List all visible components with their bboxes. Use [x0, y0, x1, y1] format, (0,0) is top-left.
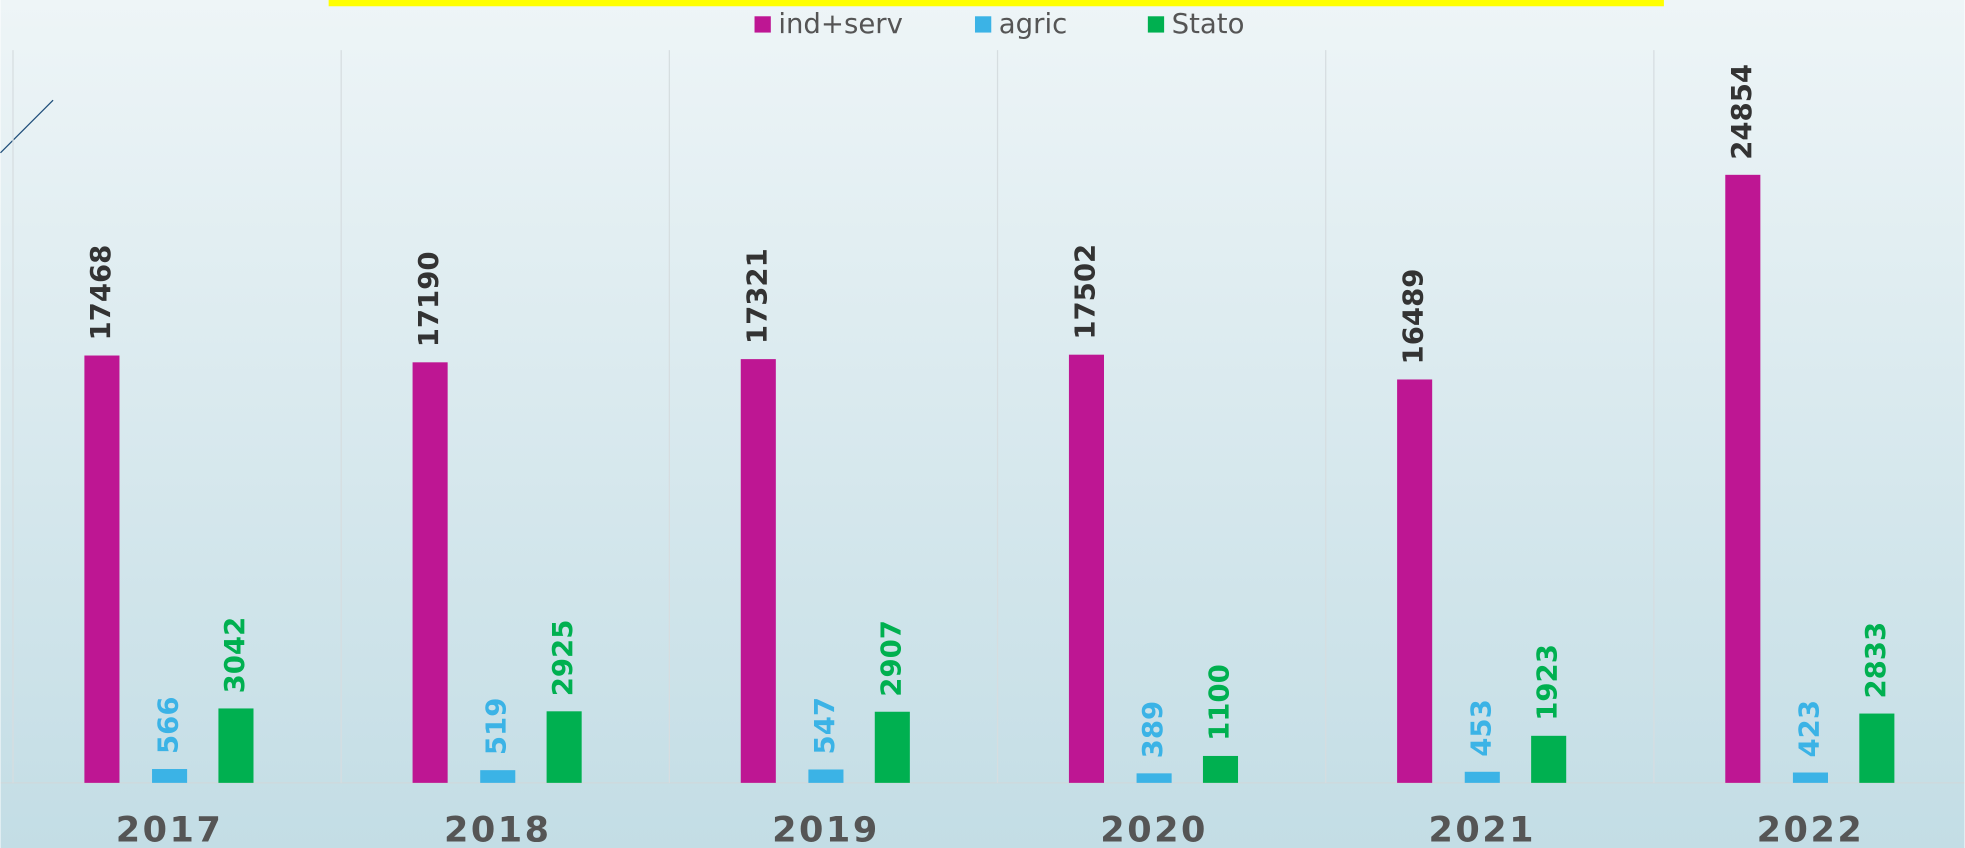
bar	[1397, 379, 1433, 783]
bar	[1859, 713, 1895, 783]
bar	[412, 362, 448, 783]
bar	[218, 708, 254, 783]
data-label: 1100	[1203, 664, 1235, 741]
data-label: 1923	[1532, 644, 1564, 721]
x-tick-label: 2017	[116, 810, 224, 848]
data-label: 519	[481, 698, 513, 756]
x-tick-label: 2022	[1757, 810, 1865, 848]
data-label: 17502	[1069, 244, 1101, 340]
legend-swatch	[754, 16, 771, 33]
data-label: 17468	[85, 245, 117, 341]
data-label: 389	[1137, 701, 1169, 759]
data-label: 2925	[547, 620, 579, 697]
bar	[1531, 735, 1567, 783]
bar	[808, 769, 844, 783]
data-label: 566	[153, 696, 185, 754]
data-label: 2907	[875, 620, 907, 697]
legend-label: agric	[999, 8, 1067, 40]
legend-label: Stato	[1172, 8, 1245, 40]
data-label: 17190	[413, 251, 445, 347]
bar	[1792, 772, 1828, 783]
bar	[740, 359, 776, 783]
x-tick-label: 2020	[1100, 810, 1208, 848]
bar	[1068, 354, 1105, 783]
x-tick-label: 2019	[772, 810, 880, 848]
x-tick-label: 2021	[1428, 810, 1536, 848]
legend-swatch	[974, 16, 992, 33]
bar	[84, 355, 120, 783]
bar	[152, 769, 188, 783]
data-label: 16489	[1398, 269, 1430, 365]
data-label: 423	[1793, 700, 1825, 758]
legend-swatch	[1147, 16, 1165, 33]
bar	[874, 711, 910, 783]
x-tick-label: 2018	[444, 810, 552, 848]
bar	[546, 711, 582, 783]
bar	[1202, 755, 1239, 783]
bar	[1725, 174, 1761, 783]
data-label: 453	[1465, 699, 1497, 757]
decoration	[0, 99, 54, 154]
data-label: 24854	[1726, 64, 1758, 160]
bar	[480, 770, 516, 783]
legend-label: ind+serv	[778, 8, 903, 40]
data-label: 17321	[741, 248, 773, 344]
data-label: 2833	[1860, 622, 1892, 699]
highlight-bar	[328, 0, 1664, 7]
data-label: 3042	[219, 617, 251, 694]
bar	[1464, 771, 1500, 783]
bar	[1136, 773, 1172, 783]
data-label: 547	[809, 697, 841, 755]
